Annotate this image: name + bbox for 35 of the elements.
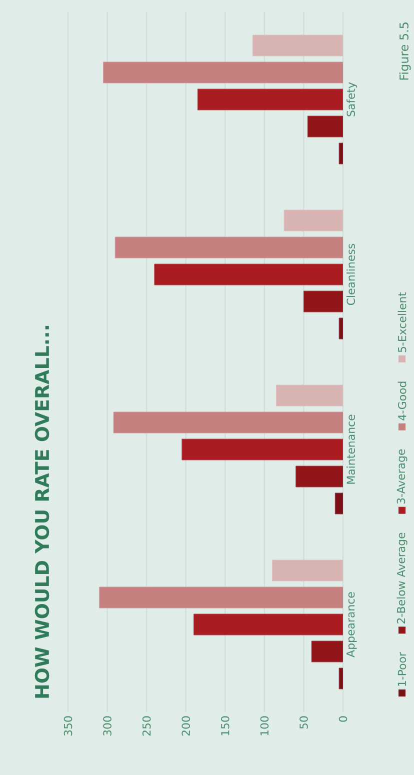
y-tick-label: Cleanliness xyxy=(346,244,355,306)
bar xyxy=(303,290,343,312)
y-tick-label: Appearance xyxy=(346,592,357,658)
bar xyxy=(296,466,343,488)
bar xyxy=(197,88,343,110)
bar xyxy=(99,586,343,608)
bar xyxy=(103,62,343,84)
x-tick-label: 0 xyxy=(338,716,348,722)
bar xyxy=(311,640,343,662)
x-tick-label: 50 xyxy=(300,716,308,729)
x-tick-label: 200 xyxy=(182,716,190,736)
caption: Figure 5.5 xyxy=(399,22,411,80)
x-tick-label: 150 xyxy=(220,716,230,736)
bar xyxy=(284,210,343,232)
x-tick-label: 250 xyxy=(142,716,151,736)
text: 2-Below Average xyxy=(396,532,408,624)
text: 1-Poor xyxy=(398,652,406,686)
bar xyxy=(252,34,343,56)
text: 5-Excellent xyxy=(398,292,406,352)
text: HOW WOULD YOU RATE OVERALL... xyxy=(34,326,50,698)
bar xyxy=(193,614,343,636)
text: 4-Good xyxy=(398,382,406,420)
bar xyxy=(182,438,343,460)
y-tick-label: Maintenance xyxy=(346,414,355,484)
bar xyxy=(276,384,343,406)
x-tick-label: 100 xyxy=(260,716,269,736)
y-tick-label: Safety xyxy=(346,82,358,116)
x-tick-label: 300 xyxy=(103,716,112,736)
bar xyxy=(113,412,343,434)
bar xyxy=(154,264,343,286)
bar xyxy=(307,116,343,138)
text: 3-Average xyxy=(396,449,408,504)
bar xyxy=(272,560,343,582)
bar xyxy=(114,236,343,258)
x-tick-label: 350 xyxy=(64,716,72,736)
